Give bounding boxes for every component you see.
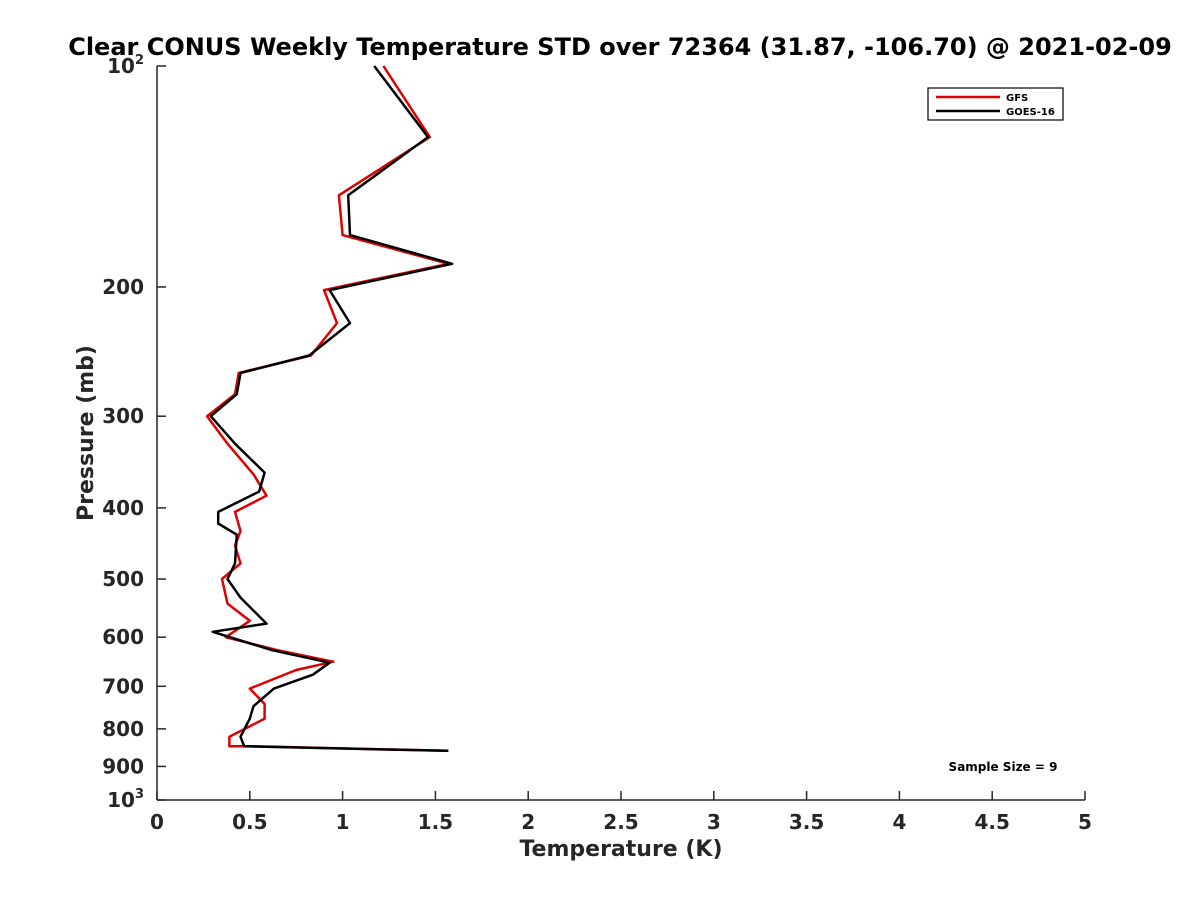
x-tick-label: 0 bbox=[150, 810, 164, 834]
x-tick-label: 4.5 bbox=[974, 810, 1009, 834]
x-tick-label: 4 bbox=[892, 810, 906, 834]
x-tick-label: 3.5 bbox=[789, 810, 824, 834]
y-tick-label: 103 bbox=[107, 787, 144, 812]
y-tick-label: 400 bbox=[102, 496, 144, 520]
y-tick-exponent: 2 bbox=[135, 53, 144, 68]
y-tick-label: 200 bbox=[102, 275, 144, 299]
y-tick-label: 700 bbox=[102, 674, 144, 698]
series-line-goes-16 bbox=[209, 65, 454, 753]
x-tick-label: 1.5 bbox=[418, 810, 453, 834]
series-line-gfs bbox=[205, 65, 450, 753]
y-axis-label: Pressure (mb) bbox=[74, 345, 99, 521]
y-tick-label: 500 bbox=[102, 567, 144, 591]
y-tick-label: 800 bbox=[102, 717, 144, 741]
x-axis-label: Temperature (K) bbox=[519, 837, 722, 862]
y-tick-exponent: 3 bbox=[135, 787, 144, 802]
x-tick-label: 3 bbox=[707, 810, 721, 834]
y-tick-label: 102 bbox=[107, 53, 144, 78]
chart-title: Clear CONUS Weekly Temperature STD over … bbox=[68, 33, 1172, 61]
legend-label: GFS bbox=[1006, 93, 1028, 104]
x-tick-label: 0.5 bbox=[232, 810, 267, 834]
y-tick-label: 900 bbox=[102, 754, 144, 778]
y-tick-label: 600 bbox=[102, 625, 144, 649]
x-tick-label: 2 bbox=[521, 810, 535, 834]
y-tick-base: 10 bbox=[107, 788, 135, 812]
x-axis: 0 0.5 1 1.5 2 2.5 3 3.5 4 4.5 5 bbox=[150, 791, 1092, 834]
sample-size-annotation: Sample Size = 9 bbox=[949, 760, 1058, 774]
legend-box bbox=[927, 87, 1064, 121]
x-tick-label: 5 bbox=[1078, 810, 1092, 834]
y-tick-label: 300 bbox=[102, 404, 144, 428]
x-tick-label: 1 bbox=[336, 810, 350, 834]
legend: GFS GOES-16 bbox=[927, 87, 1064, 121]
x-tick-label: 2.5 bbox=[603, 810, 638, 834]
legend-label: GOES-16 bbox=[1006, 107, 1055, 118]
y-tick-base: 10 bbox=[107, 54, 135, 78]
plot-area bbox=[205, 65, 454, 753]
